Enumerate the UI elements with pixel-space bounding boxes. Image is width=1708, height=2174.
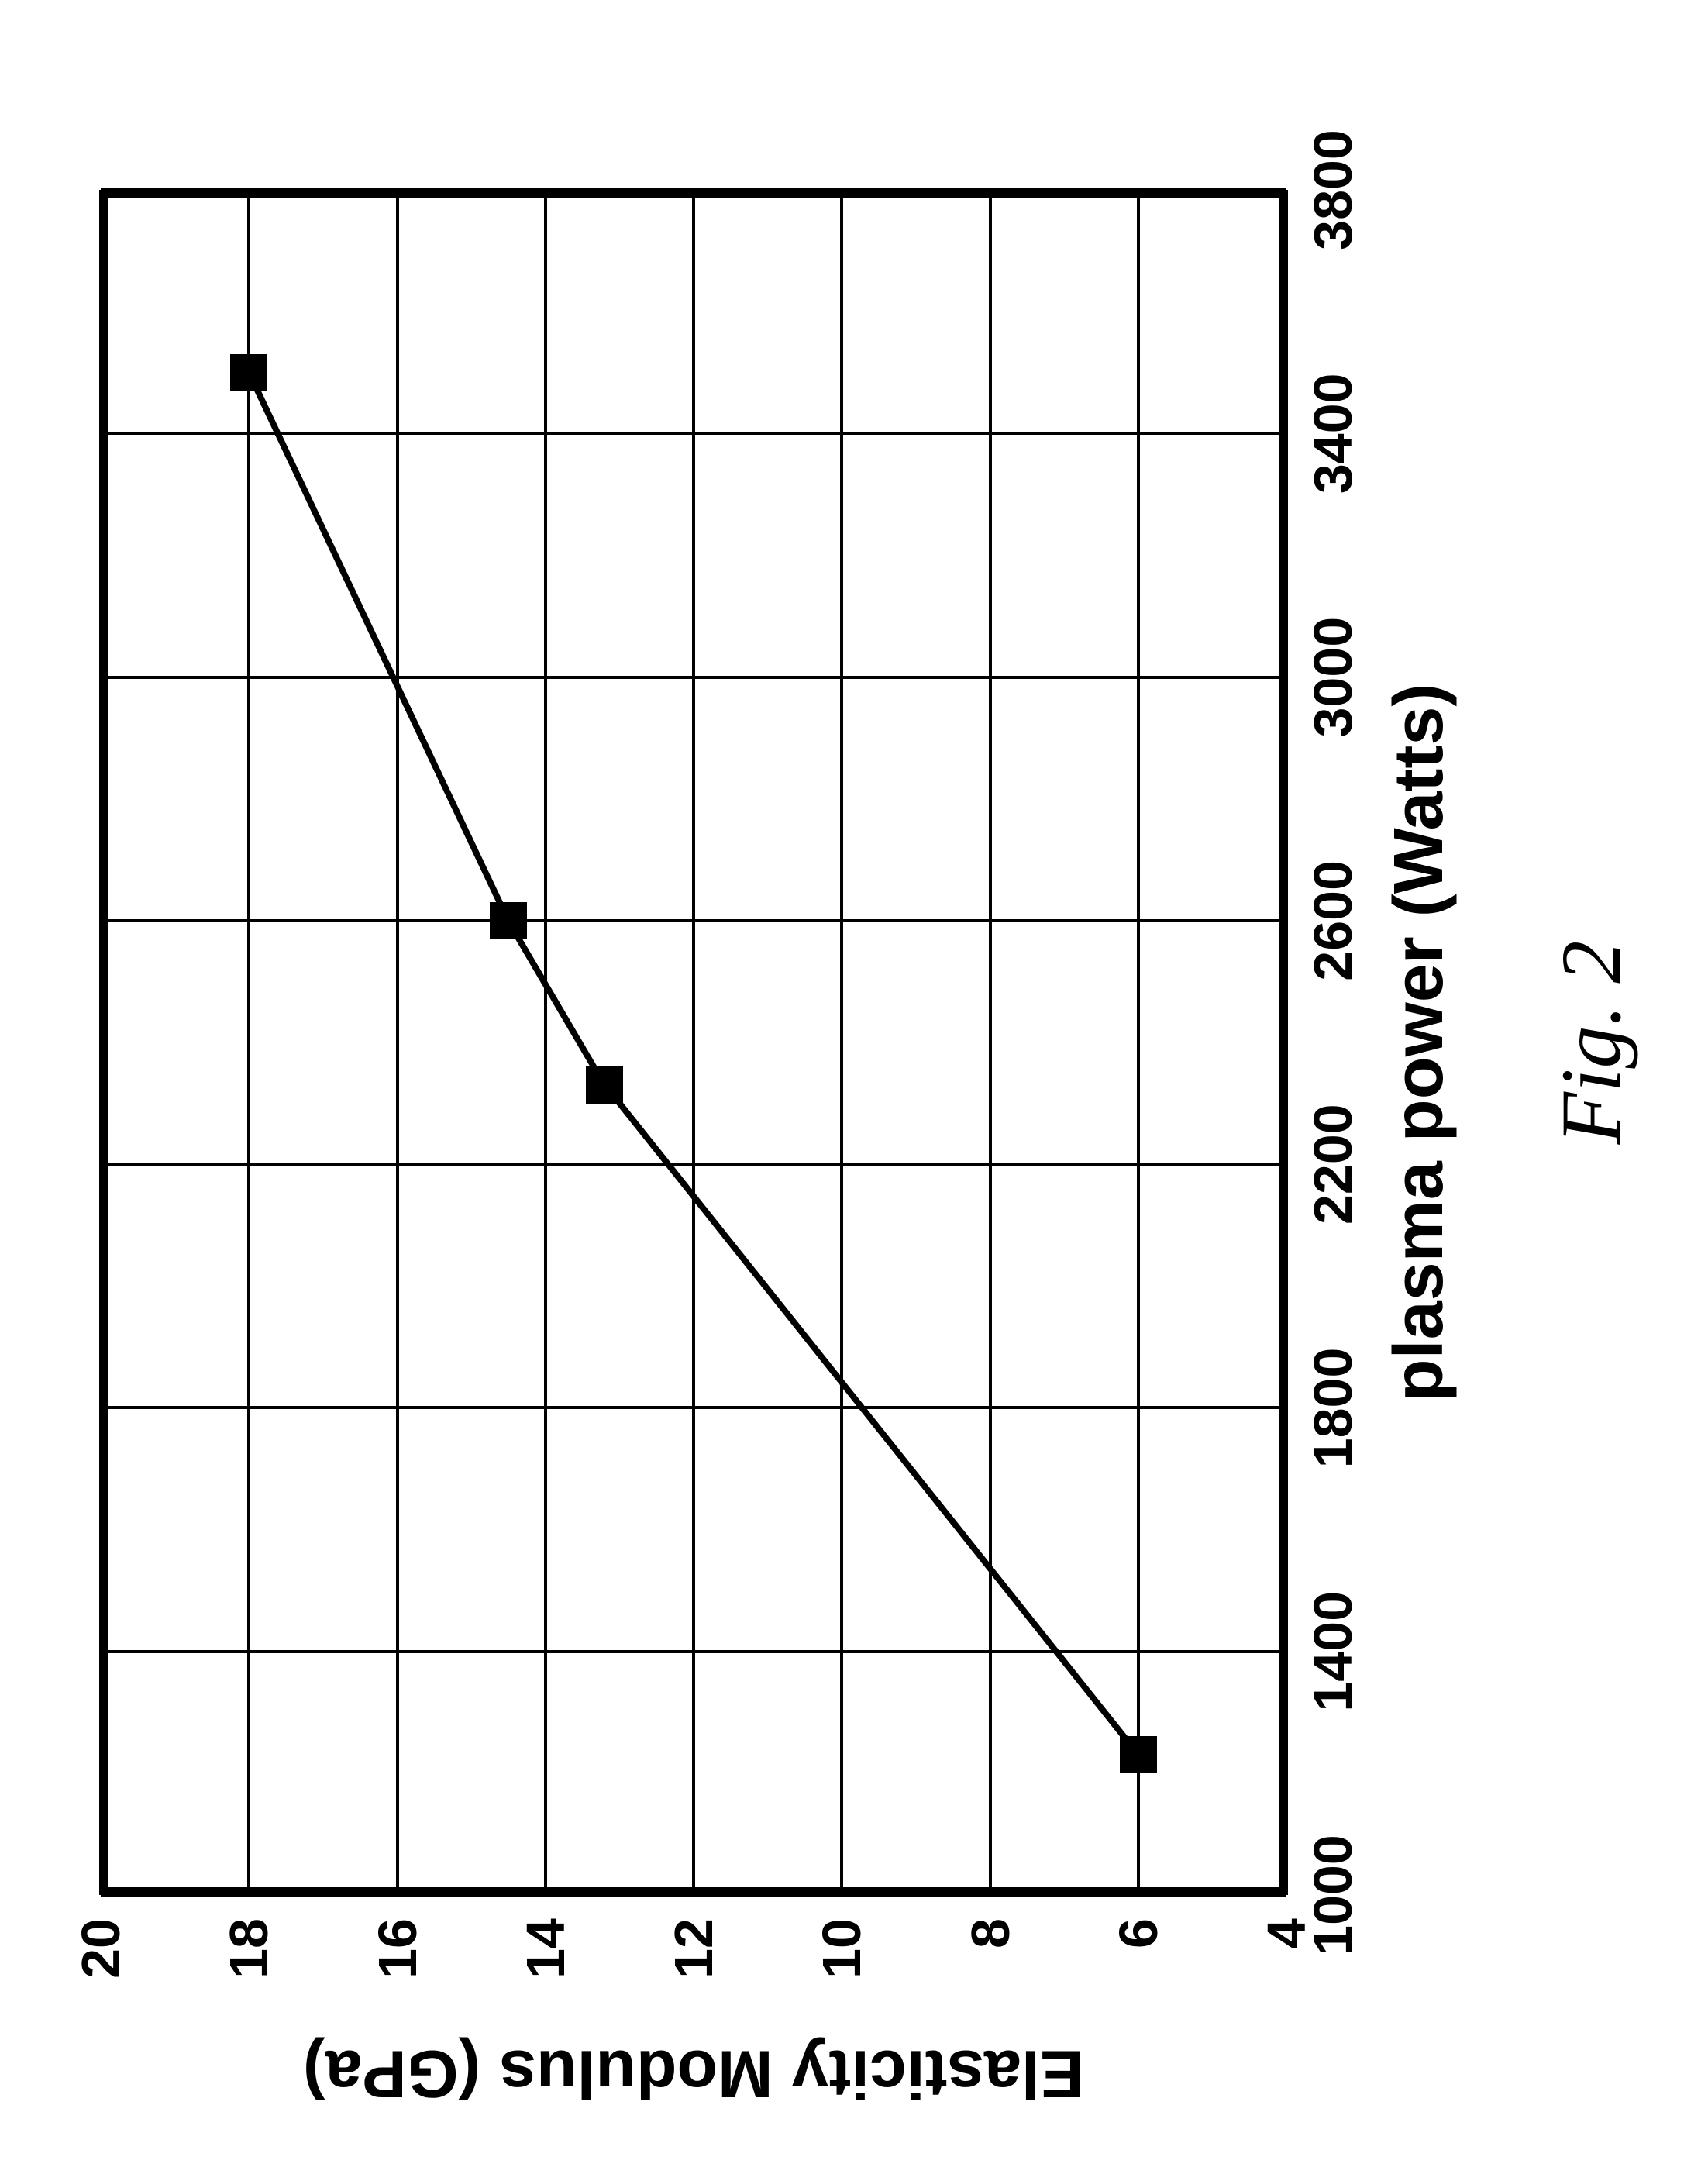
y-tick-label: 16	[367, 1918, 429, 1979]
data-marker	[230, 354, 267, 391]
chart-plot-area	[101, 190, 1286, 1895]
figure-caption: Fig. 2	[1542, 941, 1641, 1145]
x-tick-label: 1800	[1302, 1348, 1364, 1469]
y-tick-label: 10	[811, 1918, 873, 1979]
x-tick-label: 3000	[1302, 617, 1364, 738]
y-tick-label: 4	[1255, 1918, 1317, 1948]
y-tick-label: 12	[663, 1918, 725, 1979]
x-tick-label: 3800	[1302, 129, 1364, 250]
x-axis-label: plasma power (Watts)	[1379, 684, 1459, 1402]
y-tick-label: 20	[70, 1918, 132, 1979]
data-marker	[490, 902, 527, 939]
x-tick-label: 2600	[1302, 860, 1364, 981]
x-tick-label: 1400	[1302, 1591, 1364, 1712]
y-axis-label: Elasticity Modulus (GPa)	[303, 2035, 1084, 2112]
x-tick-label: 2200	[1302, 1104, 1364, 1225]
x-tick-label: 3400	[1302, 373, 1364, 494]
data-marker	[586, 1066, 623, 1104]
data-marker	[1120, 1736, 1157, 1773]
plot-border	[101, 190, 1286, 1895]
y-tick-label: 6	[1107, 1918, 1169, 1948]
y-tick-label: 18	[218, 1918, 280, 1979]
y-tick-label: 8	[959, 1918, 1021, 1948]
y-tick-label: 14	[515, 1918, 577, 1979]
